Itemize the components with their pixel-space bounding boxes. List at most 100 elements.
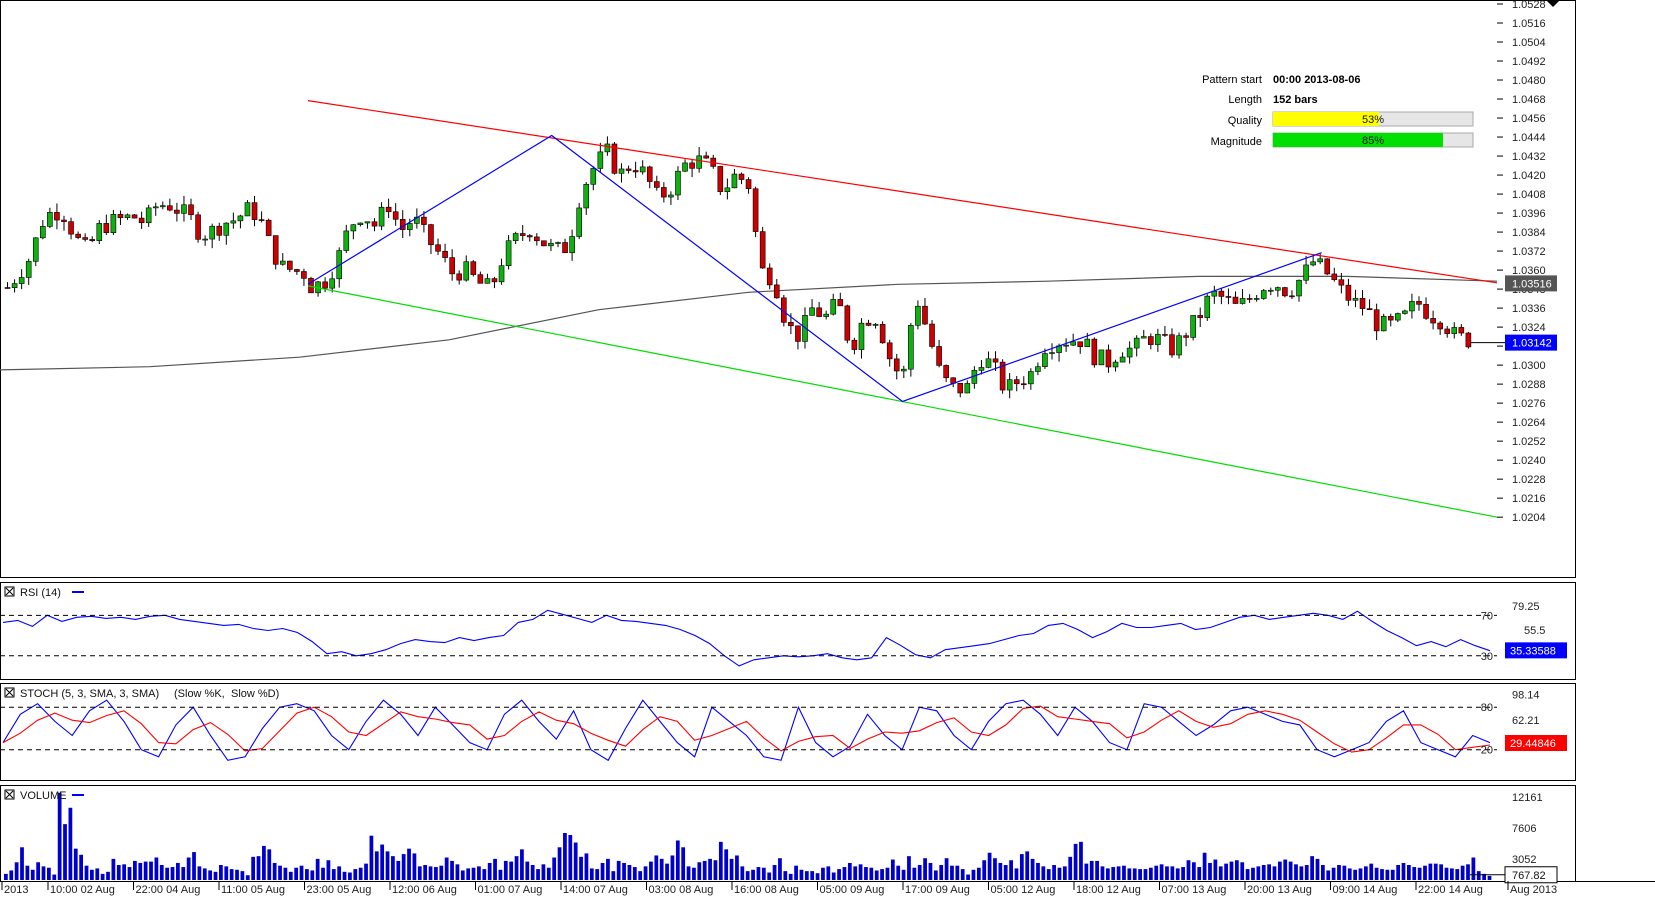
volume-bar [455, 864, 460, 880]
volume-bar [643, 866, 648, 880]
volume-bar [563, 832, 567, 880]
candle [25, 258, 32, 285]
candle [526, 234, 533, 242]
candle-body-down [1444, 328, 1451, 334]
volume-legend[interactable]: VOLUME [4, 789, 84, 802]
candle-body-down [646, 166, 653, 182]
candle [576, 202, 582, 240]
volume-bar [401, 854, 406, 880]
candle-body-up [244, 202, 251, 217]
volume-bar [1449, 868, 1454, 880]
candle [618, 163, 625, 183]
candle-body-down [1232, 296, 1239, 304]
volume-bar [170, 867, 175, 880]
candle [548, 238, 554, 252]
volume-bar [369, 835, 374, 880]
candle-body-down [865, 322, 872, 326]
candle-body-down [1345, 284, 1352, 301]
volume-bar [1019, 854, 1024, 880]
candle [759, 226, 766, 269]
candle [1260, 288, 1267, 300]
candle [1458, 324, 1465, 336]
volume-bar [331, 869, 336, 880]
candle [294, 268, 300, 275]
candle [1098, 349, 1105, 366]
candle [964, 380, 971, 394]
candle-body-down [54, 212, 60, 221]
candle-body-down [1225, 296, 1232, 298]
volume-bar [1288, 861, 1293, 880]
candle [174, 202, 180, 222]
candle-body-up [823, 313, 829, 317]
candle [795, 325, 801, 350]
volume-bar [885, 867, 890, 880]
candle [1190, 315, 1196, 341]
candle-body-up [1253, 298, 1260, 300]
candle [1416, 296, 1422, 311]
candle-body-down [773, 284, 780, 299]
rsi-legend[interactable]: RSI (14) [4, 586, 84, 599]
volume-bar [283, 867, 288, 880]
volume-bar [288, 871, 293, 880]
candle-body-up [675, 170, 681, 196]
candle-body-down [1324, 258, 1331, 275]
candle [167, 198, 173, 212]
volume-bar [1466, 864, 1470, 880]
volume-bar [90, 869, 94, 880]
candle-body-down [936, 346, 942, 366]
candle-body-up [1063, 344, 1069, 347]
volume-bar [466, 868, 471, 880]
candle-body-up [604, 143, 611, 153]
candle-body-down [1366, 308, 1373, 311]
candle-body-up [96, 223, 103, 241]
volume-bar [1245, 869, 1250, 880]
volume-bar [1272, 866, 1277, 880]
candle [1204, 294, 1211, 321]
volume-bar [165, 867, 170, 880]
candle [181, 195, 187, 222]
stoch-level-label: 80 [1481, 702, 1493, 714]
candle [110, 209, 117, 235]
candle-body-down [68, 221, 74, 235]
candle-body-down [837, 299, 844, 307]
candle [32, 237, 39, 267]
candle [1063, 338, 1069, 352]
stoch-legend[interactable]: STOCH (5, 3, SMA, 3, SMA) (Slow %K, Slow… [4, 687, 279, 700]
volume-bar [616, 860, 621, 880]
volume-bar [1342, 865, 1347, 880]
candle [865, 319, 872, 327]
candle-body-down [131, 214, 138, 219]
price-tick-label: 1.0252 [1512, 436, 1546, 448]
candle-body-down [272, 235, 279, 265]
price-tick-label: 1.0276 [1512, 398, 1546, 410]
volume-bar [692, 867, 696, 880]
price-tick-label: 1.0504 [1512, 37, 1546, 49]
volume-bar [1439, 864, 1444, 880]
candle [816, 301, 822, 318]
candle [68, 217, 74, 240]
candle-body-up [1140, 336, 1147, 339]
volume-bar [842, 867, 847, 880]
pattern-zigzag-line [307, 134, 1322, 403]
volume-bar [326, 860, 331, 880]
current-price-badge-bg [1505, 334, 1557, 351]
stoch-value-text: 29.44846 [1510, 738, 1556, 750]
candle [809, 299, 815, 316]
volume-bar [143, 861, 148, 880]
candle [117, 210, 124, 225]
candle [639, 160, 646, 175]
stoch-tick-label: 98.14 [1512, 689, 1540, 701]
scroll-marker-icon[interactable] [1546, 0, 1560, 7]
candle-body-down [1416, 301, 1422, 305]
candle-body-up [11, 283, 18, 288]
candle [456, 270, 462, 285]
volume-tick-label: 3052 [1512, 854, 1536, 866]
candle-body-up [809, 307, 815, 316]
volume-bar [111, 858, 116, 880]
volume-bar [73, 848, 78, 880]
candle-body-down [1148, 336, 1154, 345]
candle-body-down [294, 269, 300, 272]
candle-body-up [1042, 353, 1048, 367]
candle [1387, 313, 1394, 327]
candle-body-down [1359, 298, 1366, 309]
